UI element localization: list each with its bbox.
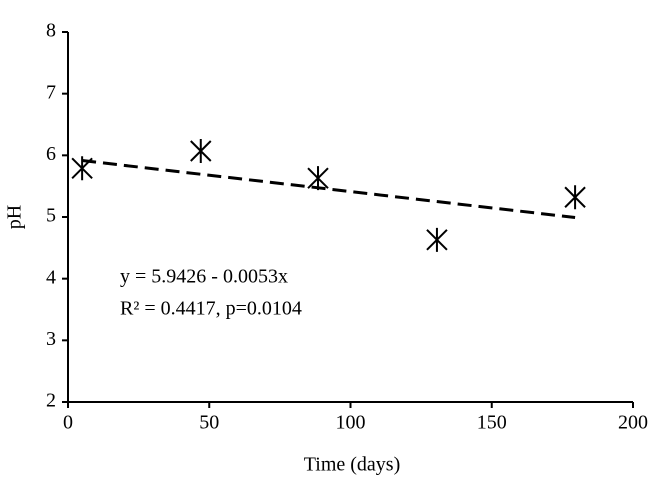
stats-annotation: R² = 0.4417, p=0.0104: [120, 298, 302, 320]
equation-annotation: y = 5.9426 - 0.0053x: [120, 266, 288, 288]
y-tick-label: 6: [46, 143, 56, 165]
y-tick-label: 4: [46, 266, 56, 288]
trendline: [81, 159, 576, 220]
data-point: [564, 185, 586, 210]
x-tick-label: 200: [618, 412, 648, 434]
x-axis-label: Time (days): [304, 454, 400, 476]
y-tick-label: 7: [46, 81, 56, 103]
y-tick-label: 2: [46, 390, 56, 412]
x-tick-label: 150: [477, 412, 507, 434]
y-axis-label: pH: [4, 205, 26, 229]
x-tick-label: 100: [336, 412, 366, 434]
y-tick-label: 3: [46, 328, 56, 350]
x-tick-label: 0: [63, 412, 73, 434]
x-tick-label: 50: [199, 412, 219, 434]
data-point: [190, 139, 212, 164]
y-tick-label: 5: [46, 205, 56, 227]
data-point: [71, 156, 93, 181]
data-point: [307, 166, 329, 191]
y-tick-label: 8: [46, 20, 56, 42]
data-point: [426, 227, 448, 252]
